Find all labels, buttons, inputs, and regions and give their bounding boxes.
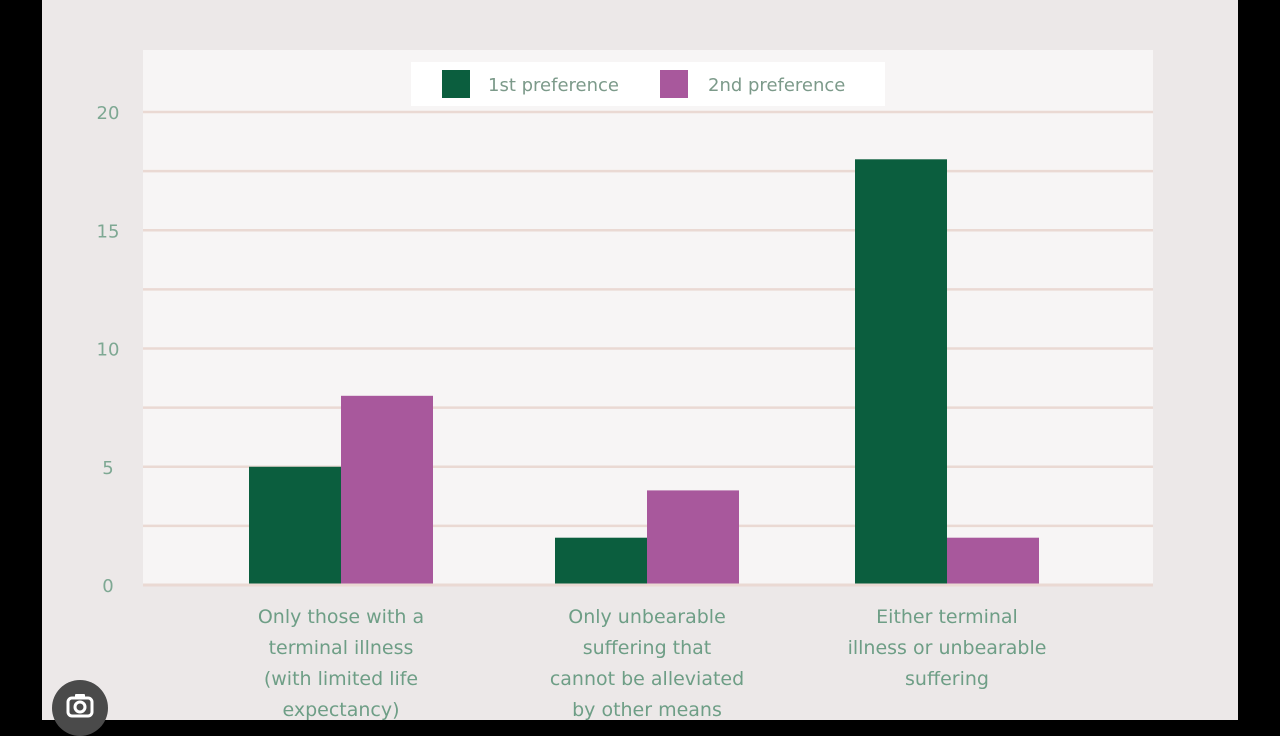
y-tick-label: 10 [97,340,120,361]
x-category-label: Only those with a terminal illness (with l… [258,606,424,720]
x-category-label-line: terminal illness [269,637,414,659]
y-tick-label: 20 [97,103,120,124]
bar-first-preference [249,466,341,585]
x-category-label: Either terminal illness or unbearable suff… [848,606,1047,690]
legend-box [411,62,885,106]
x-category-label-line: expectancy) [282,699,399,720]
x-category-label-line: Either terminal [876,606,1018,628]
x-category-label-line: suffering [905,668,989,690]
bar-first-preference [855,159,947,586]
camera-lens-icon [66,694,94,718]
x-category-label-line: (with limited life [264,668,418,690]
x-category-label-line: suffering that [583,637,712,659]
y-tick-label: 5 [102,458,113,479]
legend-swatch [442,70,470,98]
x-category-label-line: Only unbearable [568,606,726,628]
legend-label: 1st preference [488,75,619,96]
y-tick-label: 15 [97,221,120,242]
bars [249,159,1039,586]
bar-second-preference [341,395,433,585]
legend-swatch [660,70,688,98]
x-category-label: Only unbearable suffering that cannot be a… [550,606,744,720]
bar-second-preference [947,537,1039,585]
bar-first-preference [555,537,647,585]
screen: 0 5 10 15 20 Only those with a terminal illne… [42,0,1238,736]
legend: 1st preference 2nd preference [411,62,885,106]
x-axis-category-labels: Only those with a terminal illness (with l… [258,606,1047,720]
legend-label: 2nd preference [708,75,845,96]
bar-chart: 0 5 10 15 20 Only those with a terminal illne… [97,50,1153,720]
x-category-label-line: by other means [572,699,722,720]
y-tick-label: 0 [102,576,113,597]
x-category-label-line: Only those with a [258,606,424,628]
visual-search-button[interactable] [52,680,108,736]
x-category-label-line: cannot be alleviated [550,668,744,690]
x-category-label-line: illness or unbearable [848,637,1047,659]
grid-lines [143,110,1153,528]
bar-second-preference [647,490,739,585]
y-axis-ticks: 0 5 10 15 20 [97,103,120,597]
